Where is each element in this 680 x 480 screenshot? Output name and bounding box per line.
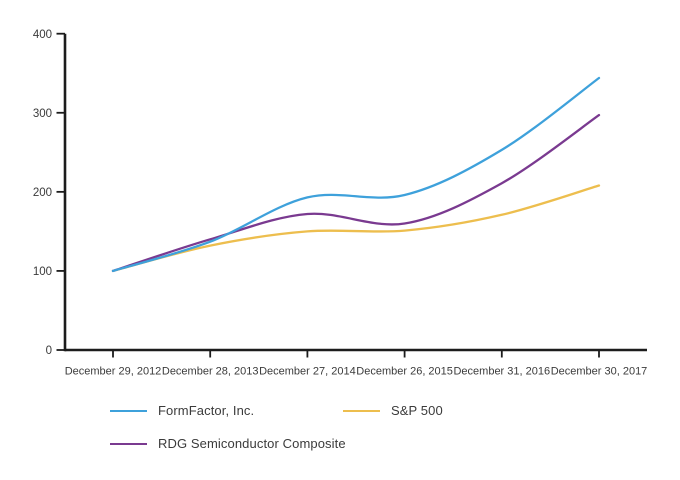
y-axis-tick-label: 400 bbox=[33, 29, 52, 41]
y-axis-tick-label: 200 bbox=[33, 187, 52, 199]
x-axis-tick-label: December 30, 2017 bbox=[551, 366, 648, 378]
series-line-rdg-semiconductor-composite bbox=[111, 113, 601, 273]
x-axis-tick-label: December 31, 2016 bbox=[453, 366, 550, 378]
y-axis-tick-label: 0 bbox=[46, 345, 52, 357]
series-line-s-p-500 bbox=[111, 184, 601, 273]
x-axis-tick-label: December 27, 2014 bbox=[259, 366, 356, 378]
x-axis-tick-label: December 28, 2013 bbox=[162, 366, 259, 378]
x-axis-tick-label: December 26, 2015 bbox=[356, 366, 453, 378]
y-axis-tick-label: 300 bbox=[33, 108, 52, 120]
series-line-formfactor-inc bbox=[111, 76, 601, 273]
x-axis-tick-label: December 29, 2012 bbox=[65, 366, 162, 378]
y-axis-tick-label: 100 bbox=[33, 266, 52, 278]
